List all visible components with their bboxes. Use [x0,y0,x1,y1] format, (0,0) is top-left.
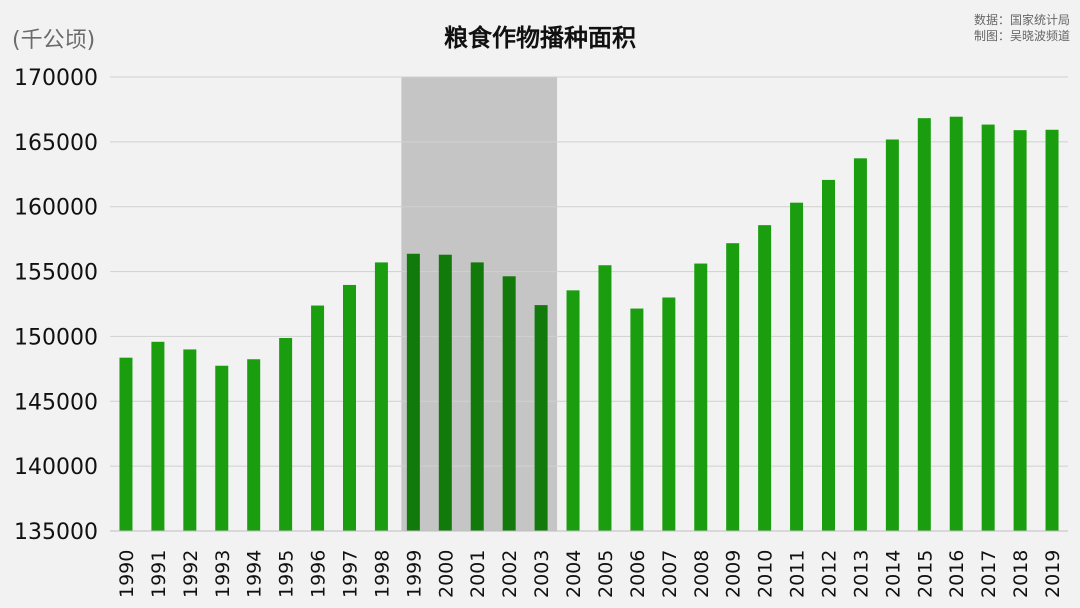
x-tick-label: 1990 [116,550,138,598]
bar [981,124,995,532]
x-tick-label: 2011 [787,550,809,598]
x-tick-label: 1991 [148,550,170,598]
x-tick-label: 2000 [435,550,457,598]
x-tick-label: 2004 [563,550,585,598]
x-tick-label: 2018 [1010,550,1032,598]
x-tick-label: 1994 [244,550,266,598]
chart-title: 粮食作物播种面积 [444,24,636,52]
bar [566,290,580,531]
bar [183,349,197,531]
x-tick-label: 2009 [723,550,745,598]
bar [917,118,931,531]
bar [662,297,676,531]
bar [279,337,293,531]
x-tick-label: 2012 [819,550,841,598]
bar [151,341,165,531]
bar [758,225,772,532]
x-tick-label: 2007 [659,550,681,598]
x-tick-label: 2014 [882,550,904,598]
x-tick-label: 2010 [755,550,777,598]
y-axis-unit-label: (千公顷) [12,28,96,53]
bar [438,254,452,532]
x-tick-label: 1992 [180,550,202,598]
bar [630,308,644,531]
bar [215,365,229,531]
x-tick-label: 2013 [850,550,872,598]
bar [790,202,804,531]
source-line-data: 数据：国家统计局 [973,13,1070,27]
y-tick-label: 170000 [14,66,98,91]
x-tick-label: 2016 [946,550,968,598]
y-tick-label: 155000 [14,261,98,286]
bar [1045,129,1059,531]
bar [374,262,388,531]
x-tick-label: 2003 [531,550,553,598]
bar [885,139,899,531]
bar [726,243,740,531]
bar [406,253,420,531]
bar [1013,130,1027,531]
y-tick-label: 145000 [14,390,98,415]
x-tick-label: 2015 [914,550,936,598]
y-tick-label: 135000 [14,520,98,545]
x-tick-label: 2005 [595,550,617,598]
x-tick-label: 2017 [978,550,1000,598]
bar [534,305,548,531]
source-note: 数据：国家统计局 制图：吴晓波频道 [974,12,1070,44]
y-tick-label: 160000 [14,196,98,221]
y-tick-label: 150000 [14,325,98,350]
bar [822,179,835,531]
x-tick-label: 1993 [212,550,234,598]
x-tick-label: 1998 [371,550,393,598]
bar [247,359,261,531]
x-tick-label: 1999 [403,550,425,598]
bar [853,158,867,531]
x-tick-label: 1997 [340,550,362,598]
bar [470,262,484,531]
y-tick-label: 165000 [14,131,98,156]
x-tick-label: 1996 [308,550,330,598]
bar [949,116,963,532]
source-line-maker: 制图：吴晓波频道 [973,29,1070,43]
bar [311,305,325,531]
x-tick-label: 2008 [691,550,713,598]
bar [694,263,708,531]
x-tick-label: 2001 [467,550,489,598]
x-tick-label: 2006 [627,550,649,598]
bar [343,284,356,531]
bar [119,357,133,531]
x-tick-label: 2002 [499,550,521,598]
x-tick-label: 2019 [1042,550,1064,598]
y-tick-label: 140000 [14,455,98,480]
bar [598,265,612,531]
x-tick-label: 1995 [276,550,298,598]
bar [502,276,516,531]
